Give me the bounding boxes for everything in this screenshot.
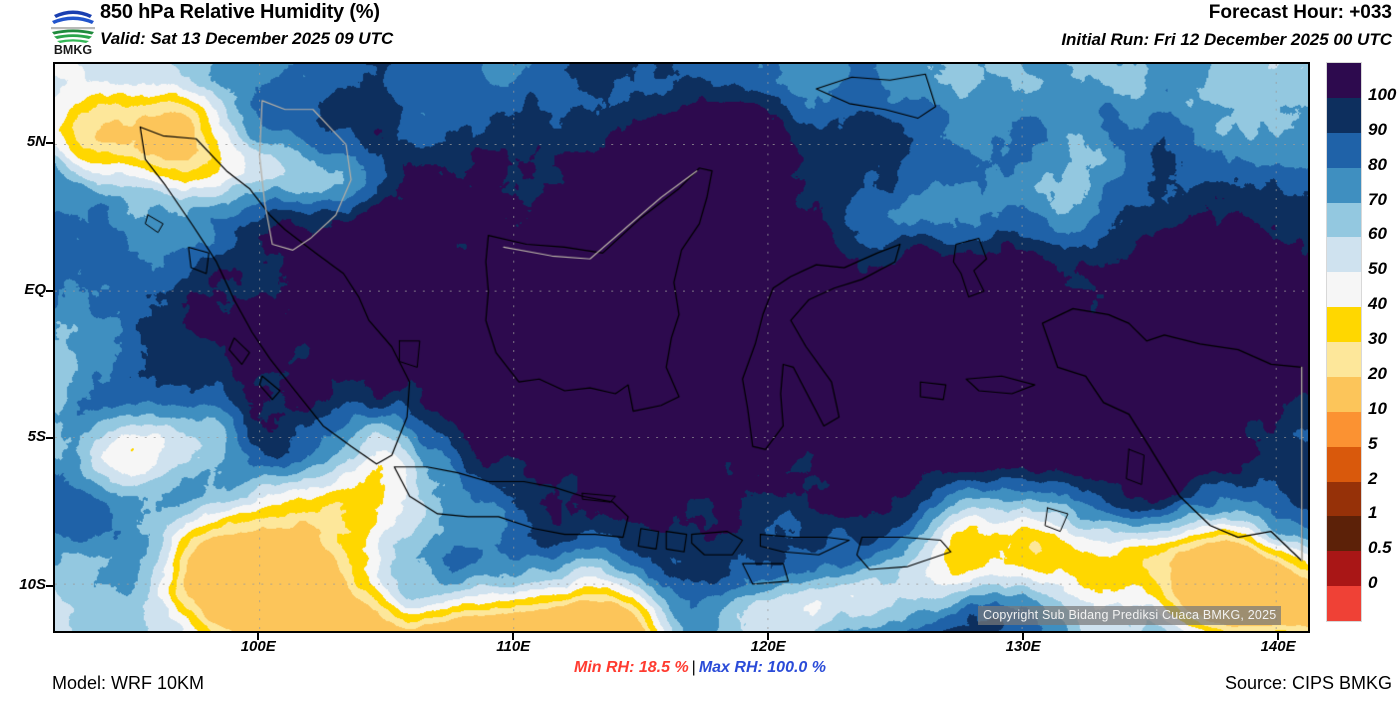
- latitude-tick-mark: [46, 142, 53, 145]
- colorbar-swatch: [1327, 516, 1361, 552]
- bmkg-logo-icon: BMKG: [50, 5, 96, 57]
- colorbar-tick-label: 40: [1368, 294, 1387, 314]
- copyright-watermark: Copyright Sub Bidang Prediksi Cuaca BMKG…: [978, 606, 1282, 625]
- colorbar-tick-label: 80: [1368, 154, 1387, 174]
- colorbar-swatch: [1327, 97, 1361, 133]
- forecast-hour-label: Forecast Hour: +033: [1208, 2, 1392, 23]
- longitude-tick-label: 130E: [1005, 638, 1041, 655]
- colorbar-tick-label: 0.5: [1368, 538, 1392, 558]
- colorbar-tick-label: 20: [1368, 363, 1387, 383]
- colorbar-tick-label: 2: [1368, 468, 1378, 488]
- colorbar-swatch: [1327, 376, 1361, 412]
- colorbar-tick-label: 10: [1368, 398, 1387, 418]
- minmax-separator: |: [691, 659, 696, 676]
- longitude-tick-mark: [512, 633, 515, 640]
- latitude-tick-label: EQ: [24, 280, 46, 298]
- longitude-tick-label: 110E: [496, 638, 531, 655]
- colorbar-tick-label: 100: [1368, 84, 1397, 104]
- longitude-tick-mark: [1277, 633, 1280, 640]
- min-rh-value: Min RH: 18.5 %: [573, 659, 689, 676]
- latitude-tick-label: 5N: [26, 133, 46, 151]
- colorbar-tick-label: 1: [1368, 503, 1378, 523]
- valid-time-label: Valid: Sat 13 December 2025 09 UTC: [100, 29, 394, 48]
- colorbar-swatch: [1327, 481, 1361, 517]
- header: BMKG 850 hPa Relative Humidity (%) Valid…: [0, 0, 1400, 58]
- colorbar-tick-label: 0: [1368, 573, 1378, 593]
- longitude-tick-mark: [1022, 633, 1025, 640]
- longitude-tick-mark: [767, 633, 770, 640]
- latitude-tick-label: 10S: [19, 575, 46, 593]
- colorbar-swatch: [1327, 132, 1361, 168]
- latitude-tick-label: 5S: [27, 428, 46, 446]
- longitude-tick-label: 120E: [750, 638, 786, 655]
- colorbar-tick-label: 60: [1368, 224, 1387, 244]
- colorbar-tick-label: 90: [1368, 119, 1387, 139]
- colorbar-swatch: [1327, 586, 1361, 621]
- colorbar-swatch: [1327, 411, 1361, 447]
- colorbar-tick-label: 30: [1368, 329, 1387, 348]
- relative-humidity-contour-field: [55, 64, 1308, 631]
- colorbar-swatch: [1327, 342, 1361, 377]
- colorbar-swatch: [1327, 307, 1361, 342]
- colorbar-swatch: [1327, 202, 1361, 238]
- page-title: 850 hPa Relative Humidity (%): [100, 1, 380, 23]
- colorbar: [1326, 62, 1362, 622]
- initial-run-label: Initial Run: Fri 12 December 2025 00 UTC: [1061, 30, 1392, 49]
- colorbar-swatch: [1327, 167, 1361, 203]
- colorbar-swatch: [1327, 63, 1361, 98]
- colorbar-tick-label: 5: [1368, 433, 1378, 453]
- longitude-tick-label: 140E: [1260, 638, 1296, 655]
- colorbar-tick-label: 50: [1368, 259, 1387, 279]
- latitude-tick-mark: [46, 289, 53, 292]
- svg-text:BMKG: BMKG: [54, 43, 92, 57]
- model-label: Model: WRF 10KM: [52, 673, 205, 693]
- colorbar-swatch: [1327, 272, 1361, 308]
- source-label: Source: CIPS BMKG: [1224, 673, 1392, 693]
- colorbar-swatch: [1327, 446, 1361, 482]
- latitude-tick-mark: [46, 584, 53, 587]
- colorbar-swatch: [1327, 237, 1361, 273]
- colorbar-swatch: [1327, 551, 1361, 587]
- latitude-tick-mark: [46, 437, 53, 440]
- longitude-tick-mark: [257, 633, 260, 640]
- map-plot-area: [53, 62, 1310, 633]
- min-max-rh-label: Min RH: 18.5 % | Max RH: 100.0 %: [0, 659, 1400, 677]
- colorbar-tick-label: 70: [1368, 189, 1387, 209]
- max-rh-value: Max RH: 100.0 %: [698, 659, 826, 676]
- longitude-tick-label: 100E: [240, 638, 276, 655]
